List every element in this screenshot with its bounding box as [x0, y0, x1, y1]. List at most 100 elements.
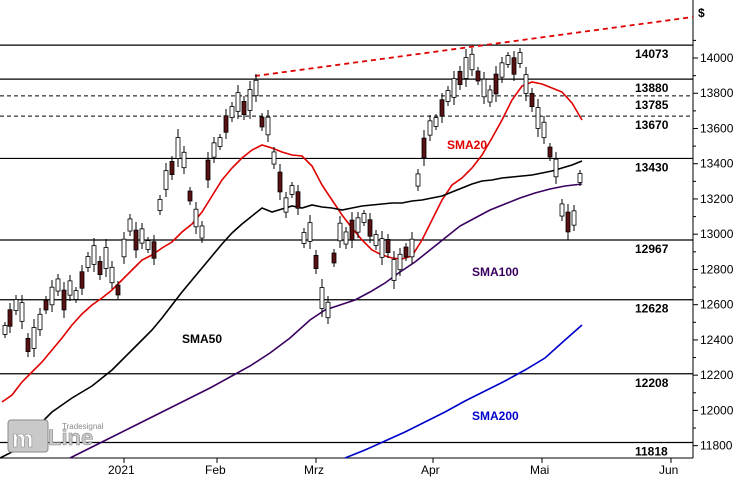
candle-body [517, 52, 523, 64]
candle-body [19, 302, 25, 322]
candle-body [61, 289, 67, 311]
candle-body [511, 57, 517, 75]
candle-body [457, 71, 463, 86]
candle-body [391, 259, 397, 281]
candle-body [427, 120, 433, 136]
candle-body [523, 74, 529, 94]
candle-body [505, 55, 511, 65]
level-label: 13670 [635, 118, 669, 132]
candle-body [355, 217, 361, 233]
candle-body [205, 159, 211, 181]
candle-body [367, 219, 373, 237]
ma-line-sma20 [1, 81, 583, 403]
level-label: 12967 [635, 242, 669, 256]
candle-body [2, 325, 8, 335]
candle-body [79, 271, 85, 289]
logo-wordmark: Line [48, 425, 93, 450]
candle-body [169, 160, 175, 175]
candle-body [259, 116, 265, 128]
candle-body [463, 57, 469, 79]
candle-body [577, 173, 583, 183]
x-tick-label: Jun [659, 463, 678, 477]
trend-line-dashed [254, 16, 694, 77]
logo-mark: m [12, 426, 33, 453]
ma-line-sma200 [344, 324, 583, 459]
candle-body [439, 99, 445, 117]
ma-label-sma20: SMA20 [447, 138, 487, 152]
level-label: 13430 [635, 160, 669, 174]
candle-body [211, 142, 217, 158]
candle-body [49, 286, 55, 306]
candle-body [379, 238, 385, 258]
y-tick-label: 14000 [700, 51, 734, 65]
candle-body [415, 173, 421, 187]
candle-body [253, 79, 259, 97]
candle-body [289, 185, 295, 195]
ma-line-sma50 [0, 160, 583, 459]
candles [2, 48, 583, 357]
candle-body [451, 78, 457, 98]
candle-body [373, 234, 379, 246]
level-label: 12208 [635, 376, 669, 390]
candle-body [301, 232, 307, 244]
candle-body [493, 73, 499, 95]
candle-body [109, 266, 115, 284]
level-label: 12628 [635, 302, 669, 316]
candle-body [481, 78, 487, 98]
candle-body [265, 116, 271, 136]
x-axis: 2021 Feb Mrz Apr Mai Jun [108, 458, 678, 477]
candle-body [187, 190, 193, 202]
candle-body [337, 222, 343, 242]
candle-body [469, 53, 475, 71]
candle-body [157, 199, 163, 211]
candle-body [193, 208, 199, 228]
candle-body [535, 107, 541, 129]
x-tick-label: Feb [205, 463, 226, 477]
candle-body [55, 278, 61, 292]
x-tick-label: Mrz [304, 463, 324, 477]
candle-body [565, 211, 571, 233]
candle-body [331, 252, 337, 264]
x-tick-label: Apr [421, 463, 440, 477]
candle-body [139, 228, 145, 244]
candle-body [343, 231, 349, 245]
candle-body [475, 70, 481, 82]
currency-symbol: $ [698, 6, 705, 20]
candle-body [91, 245, 97, 265]
candle-body [115, 284, 121, 296]
x-tick-label: Mai [530, 463, 549, 477]
candle-body [151, 241, 157, 259]
candle-body [541, 121, 547, 139]
logo-tagline: Tradesignal [62, 422, 104, 431]
candle-body [313, 254, 319, 269]
candle-body [559, 203, 565, 217]
candle-body [199, 225, 205, 239]
candle-body [499, 62, 505, 78]
candle-body [319, 287, 325, 309]
candle-body [295, 191, 301, 209]
candle-body [277, 171, 283, 193]
candle-body [181, 151, 187, 169]
candle-body [271, 151, 277, 165]
y-tick-label: 12800 [700, 262, 734, 276]
candle-body [241, 101, 247, 116]
candle-body [229, 106, 235, 118]
candle-body [67, 280, 73, 296]
level-label: 11818 [635, 444, 668, 458]
candle-body [529, 93, 535, 108]
y-tick-label: 12000 [700, 403, 734, 417]
candle-body [145, 240, 151, 250]
x-tick-label: 2021 [108, 463, 135, 477]
moving-average-lines [0, 81, 583, 459]
y-tick-label: 13000 [700, 227, 734, 241]
y-tick-label: 11800 [700, 439, 733, 453]
ma-label-sma200: SMA200 [472, 409, 519, 423]
candle-body [409, 238, 415, 258]
ma-label-sma100: SMA100 [472, 265, 519, 279]
candle-body [487, 89, 493, 103]
candle-body [217, 137, 223, 147]
level-label: 13880 [635, 81, 669, 95]
y-tick-label: 12600 [700, 298, 734, 312]
candle-body [103, 247, 109, 269]
